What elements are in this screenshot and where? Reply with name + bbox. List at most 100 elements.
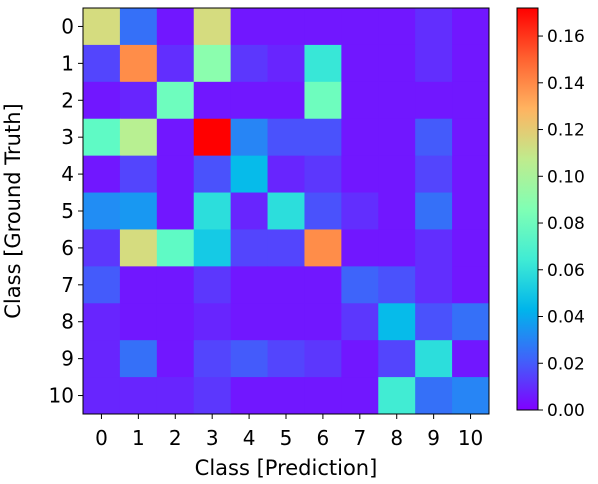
x-axis-ticks: 0 1 2 3 4 5 6 7 8 9 10	[95, 414, 483, 450]
heatmap-cell-4-3	[193, 155, 232, 194]
heatmap-cell-7-7	[341, 266, 379, 304]
heatmap-cell-6-7	[341, 229, 379, 267]
heatmap-cell-6-9	[415, 229, 453, 267]
heatmap-cell-1-6	[304, 44, 342, 83]
heatmap-cell-3-1	[119, 118, 158, 157]
heatmap-cell-5-3	[193, 192, 232, 230]
heatmap-cell-0-5	[267, 8, 305, 46]
heatmap-cell-7-10	[452, 266, 490, 304]
heatmap-cell-2-0	[83, 81, 121, 120]
heatmap-cell-1-7	[341, 44, 379, 83]
y-tick-label: 5	[61, 199, 74, 223]
heatmap-cell-0-8	[378, 8, 416, 46]
heatmap-cell-2-9	[415, 81, 453, 120]
colorbar-tick-label: 0.02	[547, 354, 585, 374]
heatmap-cell-6-1	[119, 229, 158, 267]
colorbar-ticks: 0.00 0.02 0.04 0.06 0.08 0.10 0.12 0.14 0.16	[538, 27, 585, 421]
heatmap-cell-2-8	[378, 81, 416, 120]
heatmap-cell-7-4	[230, 266, 269, 304]
x-tick-label: 2	[169, 426, 182, 450]
heatmap-cell-8-4	[230, 303, 269, 341]
heatmap-cell-10-3	[193, 377, 232, 415]
colorbar-tick-label: 0.16	[547, 27, 585, 47]
heatmap-cell-3-3	[193, 118, 232, 157]
heatmap-cell-5-2	[156, 192, 195, 230]
heatmap-cell-9-0	[83, 340, 121, 378]
heatmap-cell-3-5	[267, 118, 305, 157]
heatmap-cell-0-6	[304, 8, 342, 46]
y-tick-label: 2	[61, 88, 74, 112]
heatmap-cell-6-2	[156, 229, 195, 267]
heatmap-cell-10-1	[119, 377, 158, 415]
colorbar	[516, 7, 539, 411]
heatmap-cell-6-6	[304, 229, 342, 267]
heatmap-cell-5-10	[452, 192, 490, 230]
heatmap-cell-6-4	[230, 229, 269, 267]
x-tick-label: 9	[427, 426, 440, 450]
heatmap-cell-2-3	[193, 81, 232, 120]
heatmap-cell-5-9	[415, 192, 453, 230]
heatmap-cell-7-3	[193, 266, 232, 304]
heatmap-cell-9-8	[378, 340, 416, 378]
colorbar-tick-label: 0.12	[547, 121, 585, 141]
heatmap-cell-8-3	[193, 303, 232, 341]
heatmap-cell-7-0	[83, 266, 121, 304]
heatmap-cell-6-0	[83, 229, 121, 267]
heatmap-cell-9-6	[304, 340, 342, 378]
x-tick-label: 3	[206, 426, 219, 450]
x-tick-label: 4	[243, 426, 256, 450]
heatmap-cell-2-7	[341, 81, 379, 120]
heatmap-cell-1-5	[267, 44, 305, 83]
heatmap-cell-5-4	[230, 192, 269, 230]
heatmap-cell-1-1	[119, 44, 158, 83]
heatmap-cell-0-10	[452, 8, 490, 46]
colorbar-tick-label: 0.04	[547, 308, 585, 328]
colorbar-tick-label: 0.14	[547, 74, 585, 94]
heatmap-cell-1-0	[83, 44, 121, 83]
heatmap-cell-8-5	[267, 303, 305, 341]
heatmap-cell-10-6	[304, 377, 342, 415]
heatmap-cell-4-8	[378, 155, 416, 194]
y-tick-label: 9	[61, 347, 74, 371]
heatmap-cell-6-10	[452, 229, 490, 267]
heatmap-cell-4-1	[119, 155, 158, 194]
heatmap-cell-6-5	[267, 229, 305, 267]
heatmap-cell-2-4	[230, 81, 269, 120]
heatmap-cell-3-7	[341, 118, 379, 157]
heatmap-cell-7-9	[415, 266, 453, 304]
heatmap-cell-8-2	[156, 303, 195, 341]
heatmap-cell-8-7	[341, 303, 379, 341]
heatmap-cell-5-7	[341, 192, 379, 230]
heatmap-cell-1-8	[378, 44, 416, 83]
heatmap-cell-10-9	[415, 377, 453, 415]
heatmap-cell-9-3	[193, 340, 232, 378]
heatmap-cell-5-8	[378, 192, 416, 230]
y-tick-label: 7	[61, 273, 74, 297]
heatmap-cell-8-10	[452, 303, 490, 341]
y-axis-ticks: 0 1 2 3 4 5 6 7 8 9 10	[49, 14, 83, 408]
heatmap-cell-7-1	[119, 266, 158, 304]
y-axis-label: Class [Ground Truth]	[1, 103, 25, 318]
x-tick-label: 7	[353, 426, 366, 450]
heatmap-cell-10-4	[230, 377, 269, 415]
heatmap-cell-9-2	[156, 340, 195, 378]
heatmap-cell-7-2	[156, 266, 195, 304]
heatmap-cell-2-10	[452, 81, 490, 120]
x-axis-label: Class [Prediction]	[195, 456, 378, 480]
heatmap-cell-3-8	[378, 118, 416, 157]
heatmap-cell-8-9	[415, 303, 453, 341]
heatmap-cell-0-0	[83, 8, 121, 46]
heatmap-cell-0-2	[156, 8, 195, 46]
heatmap-cell-9-1	[119, 340, 158, 378]
y-tick-label: 0	[61, 14, 74, 38]
heatmap-cell-4-2	[156, 155, 195, 194]
heatmap-cell-10-7	[341, 377, 379, 415]
heatmap-cell-3-0	[83, 118, 121, 157]
y-tick-label: 4	[61, 162, 74, 186]
colorbar-tick-label: 0.06	[547, 261, 585, 281]
colorbar-tick-label: 0.08	[547, 214, 585, 234]
heatmap-cell-3-10	[452, 118, 490, 157]
y-tick-label: 3	[61, 125, 74, 149]
heatmap-cell-10-5	[267, 377, 305, 415]
